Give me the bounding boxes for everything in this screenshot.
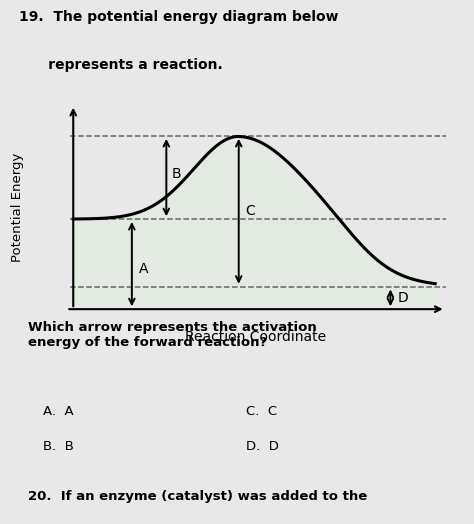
Text: B.  B: B. B	[43, 440, 73, 453]
Text: D.  D: D. D	[246, 440, 279, 453]
Text: A: A	[139, 261, 148, 276]
Text: Which arrow represents the activation
energy of the forward reaction?: Which arrow represents the activation en…	[28, 321, 317, 348]
Text: 20.  If an enzyme (catalyst) was added to the: 20. If an enzyme (catalyst) was added to…	[28, 490, 368, 504]
Text: B: B	[172, 167, 181, 181]
Text: Potential Energy: Potential Energy	[10, 152, 24, 261]
Text: 19.  The potential energy diagram below: 19. The potential energy diagram below	[19, 10, 338, 25]
Text: C.  C: C. C	[246, 405, 278, 418]
Text: A.  A: A. A	[43, 405, 73, 418]
Text: D: D	[397, 291, 408, 305]
Text: C: C	[246, 204, 255, 219]
Text: Reaction Coordinate: Reaction Coordinate	[185, 330, 327, 344]
Text: represents a reaction.: represents a reaction.	[19, 58, 223, 72]
